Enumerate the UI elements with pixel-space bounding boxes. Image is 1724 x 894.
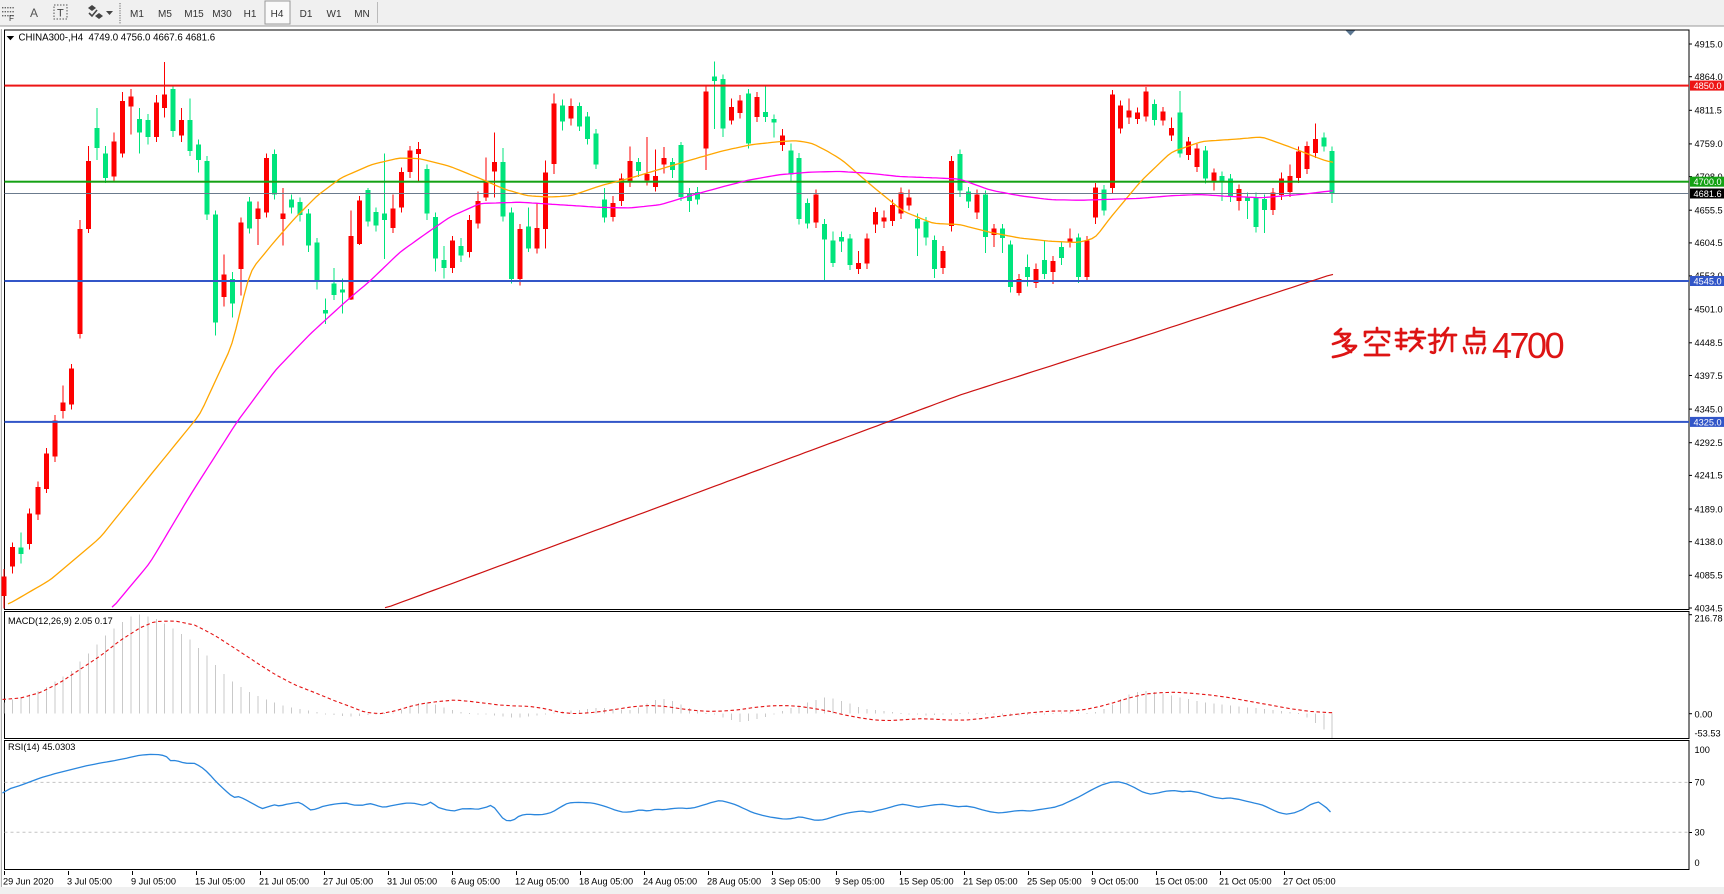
svg-text:21 Sep 05:00: 21 Sep 05:00 bbox=[963, 877, 1018, 887]
svg-text:29 Jun 2020: 29 Jun 2020 bbox=[3, 877, 54, 887]
svg-text:24 Aug 05:00: 24 Aug 05:00 bbox=[643, 877, 697, 887]
svg-text:9 Sep 05:00: 9 Sep 05:00 bbox=[835, 877, 885, 887]
svg-text:27 Oct 05:00: 27 Oct 05:00 bbox=[1283, 877, 1336, 887]
svg-text:4292.5: 4292.5 bbox=[1695, 438, 1723, 448]
svg-text:15 Jul 05:00: 15 Jul 05:00 bbox=[195, 877, 245, 887]
svg-text:M5: M5 bbox=[158, 9, 172, 20]
svg-text:CHINA300-,H4 4749.0 4756.0 46: CHINA300-,H4 4749.0 4756.0 4667.6 4681.6 bbox=[19, 33, 216, 44]
svg-text:F: F bbox=[9, 14, 14, 23]
svg-text:RSI(14) 45.0303: RSI(14) 45.0303 bbox=[8, 742, 75, 752]
svg-text:MN: MN bbox=[354, 9, 370, 20]
svg-text:15 Oct 05:00: 15 Oct 05:00 bbox=[1155, 877, 1208, 887]
svg-text:4085.5: 4085.5 bbox=[1695, 571, 1723, 581]
svg-text:70: 70 bbox=[1695, 778, 1705, 788]
svg-text:15 Sep 05:00: 15 Sep 05:00 bbox=[899, 877, 954, 887]
svg-text:0.00: 0.00 bbox=[1695, 710, 1713, 720]
svg-text:25 Sep 05:00: 25 Sep 05:00 bbox=[1027, 877, 1082, 887]
svg-text:100: 100 bbox=[1695, 745, 1710, 755]
svg-text:3 Sep 05:00: 3 Sep 05:00 bbox=[771, 877, 821, 887]
svg-text:27 Jul 05:00: 27 Jul 05:00 bbox=[323, 877, 373, 887]
svg-text:4448.5: 4448.5 bbox=[1695, 338, 1723, 348]
svg-text:4850.0: 4850.0 bbox=[1694, 81, 1722, 91]
svg-text:21 Oct 05:00: 21 Oct 05:00 bbox=[1219, 877, 1272, 887]
svg-text:M15: M15 bbox=[184, 9, 204, 20]
svg-text:T: T bbox=[57, 8, 64, 20]
svg-text:4700.0: 4700.0 bbox=[1694, 177, 1722, 187]
svg-text:M1: M1 bbox=[130, 9, 144, 20]
svg-text:H4: H4 bbox=[271, 9, 284, 20]
svg-text:31 Jul 05:00: 31 Jul 05:00 bbox=[387, 877, 437, 887]
svg-text:4759.0: 4759.0 bbox=[1695, 139, 1723, 149]
svg-text:9 Oct 05:00: 9 Oct 05:00 bbox=[1091, 877, 1139, 887]
svg-text:4545.0: 4545.0 bbox=[1694, 276, 1722, 286]
svg-text:4700: 4700 bbox=[1492, 325, 1564, 366]
svg-text:4681.6: 4681.6 bbox=[1694, 189, 1722, 199]
svg-text:216.78: 216.78 bbox=[1695, 614, 1723, 624]
svg-text:4034.5: 4034.5 bbox=[1695, 603, 1723, 613]
svg-text:D1: D1 bbox=[300, 9, 313, 20]
svg-text:12 Aug 05:00: 12 Aug 05:00 bbox=[515, 877, 569, 887]
svg-text:4811.5: 4811.5 bbox=[1695, 106, 1722, 116]
svg-text:A: A bbox=[30, 6, 38, 20]
svg-text:6 Aug 05:00: 6 Aug 05:00 bbox=[451, 877, 500, 887]
svg-text:30: 30 bbox=[1695, 828, 1705, 838]
svg-text:4138.0: 4138.0 bbox=[1695, 537, 1723, 547]
svg-text:W1: W1 bbox=[327, 9, 342, 20]
svg-text:4501.0: 4501.0 bbox=[1695, 305, 1723, 315]
svg-text:4325.0: 4325.0 bbox=[1694, 417, 1722, 427]
svg-text:4189.0: 4189.0 bbox=[1695, 504, 1723, 514]
svg-text:4241.5: 4241.5 bbox=[1695, 471, 1723, 481]
svg-text:9 Jul 05:00: 9 Jul 05:00 bbox=[131, 877, 176, 887]
svg-text:M30: M30 bbox=[212, 9, 232, 20]
svg-text:4604.5: 4604.5 bbox=[1695, 238, 1723, 248]
svg-text:4397.5: 4397.5 bbox=[1695, 371, 1723, 381]
svg-text:4655.5: 4655.5 bbox=[1695, 206, 1723, 216]
svg-text:3 Jul 05:00: 3 Jul 05:00 bbox=[67, 877, 112, 887]
svg-text:18 Aug 05:00: 18 Aug 05:00 bbox=[579, 877, 633, 887]
svg-text:0: 0 bbox=[1695, 858, 1700, 868]
svg-text:4345.0: 4345.0 bbox=[1695, 404, 1723, 414]
svg-text:28 Aug 05:00: 28 Aug 05:00 bbox=[707, 877, 761, 887]
svg-text:4915.0: 4915.0 bbox=[1695, 39, 1723, 49]
svg-text:MACD(12,26,9) 2.05 0.17: MACD(12,26,9) 2.05 0.17 bbox=[8, 616, 113, 626]
svg-text:4864.0: 4864.0 bbox=[1695, 72, 1723, 82]
svg-text:-53.53: -53.53 bbox=[1695, 729, 1721, 739]
svg-text:H1: H1 bbox=[244, 9, 257, 20]
svg-text:21 Jul 05:00: 21 Jul 05:00 bbox=[259, 877, 309, 887]
